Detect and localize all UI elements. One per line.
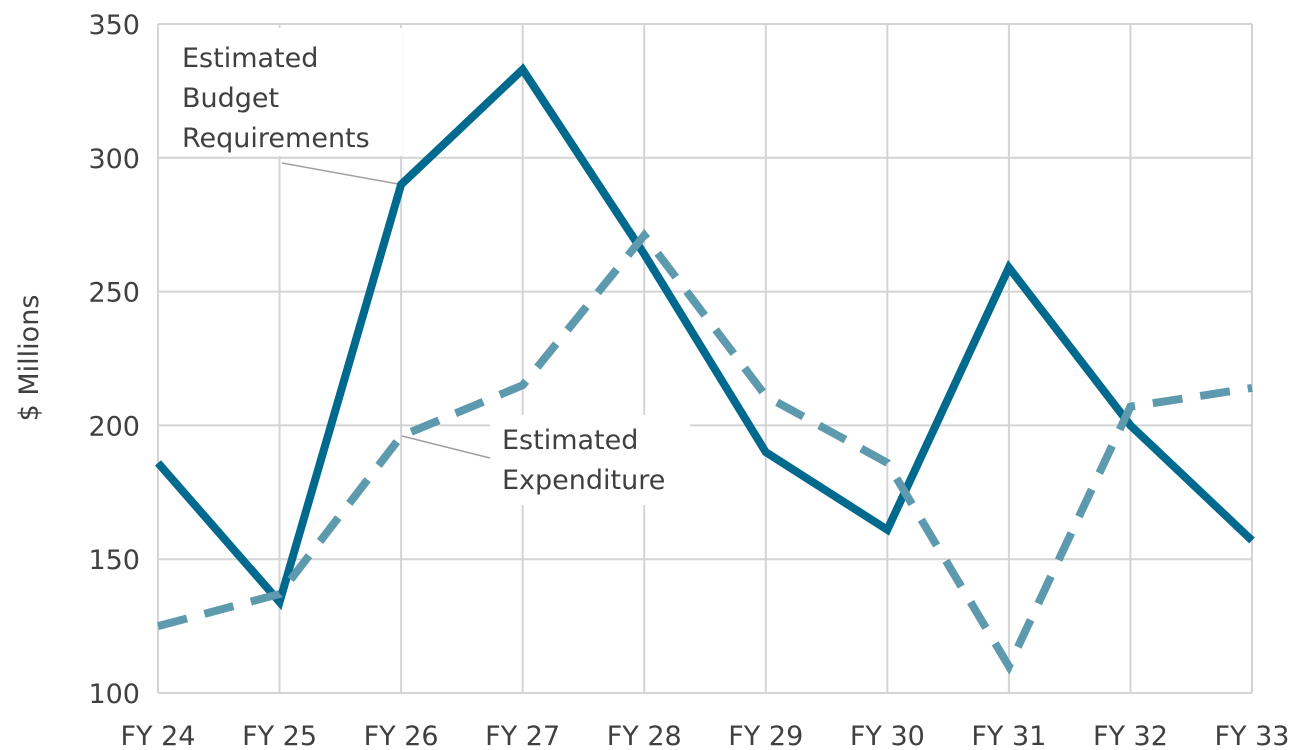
x-tick-label: FY 30: [850, 721, 925, 750]
x-tick-label: FY 29: [728, 721, 803, 750]
y-tick-label: 100: [88, 679, 140, 710]
annotation-box: [162, 28, 402, 156]
y-tick-label: 350: [88, 10, 140, 41]
x-tick-label: FY 27: [485, 721, 560, 750]
x-tick-label: FY 28: [607, 721, 682, 750]
annotation-text: Estimated: [502, 425, 638, 456]
series-line: [156, 228, 1253, 675]
x-tick-label: FY 24: [121, 721, 196, 750]
y-tick-label: 150: [88, 545, 140, 576]
x-tick-label: FY 32: [1093, 721, 1168, 750]
x-tick-label: FY 25: [242, 721, 317, 750]
x-tick-label: FY 33: [1215, 721, 1290, 750]
annotation-box: [490, 415, 690, 505]
x-tick-label: FY 31: [971, 721, 1046, 750]
annotation-text: Estimated: [182, 43, 318, 74]
annotation-text: Requirements: [182, 123, 370, 154]
y-tick-label: 200: [88, 411, 140, 442]
annotation-text: Expenditure: [502, 465, 665, 496]
annotation-leader: [281, 162, 399, 185]
series-line: [154, 63, 1255, 611]
annotation-text: Budget: [182, 83, 279, 114]
y-tick-label: 250: [88, 278, 140, 309]
y-tick-label: 300: [88, 144, 140, 175]
x-tick-label: FY 26: [364, 721, 439, 750]
annotation-leader: [401, 435, 491, 459]
y-axis-label: $ Millions: [14, 295, 45, 422]
